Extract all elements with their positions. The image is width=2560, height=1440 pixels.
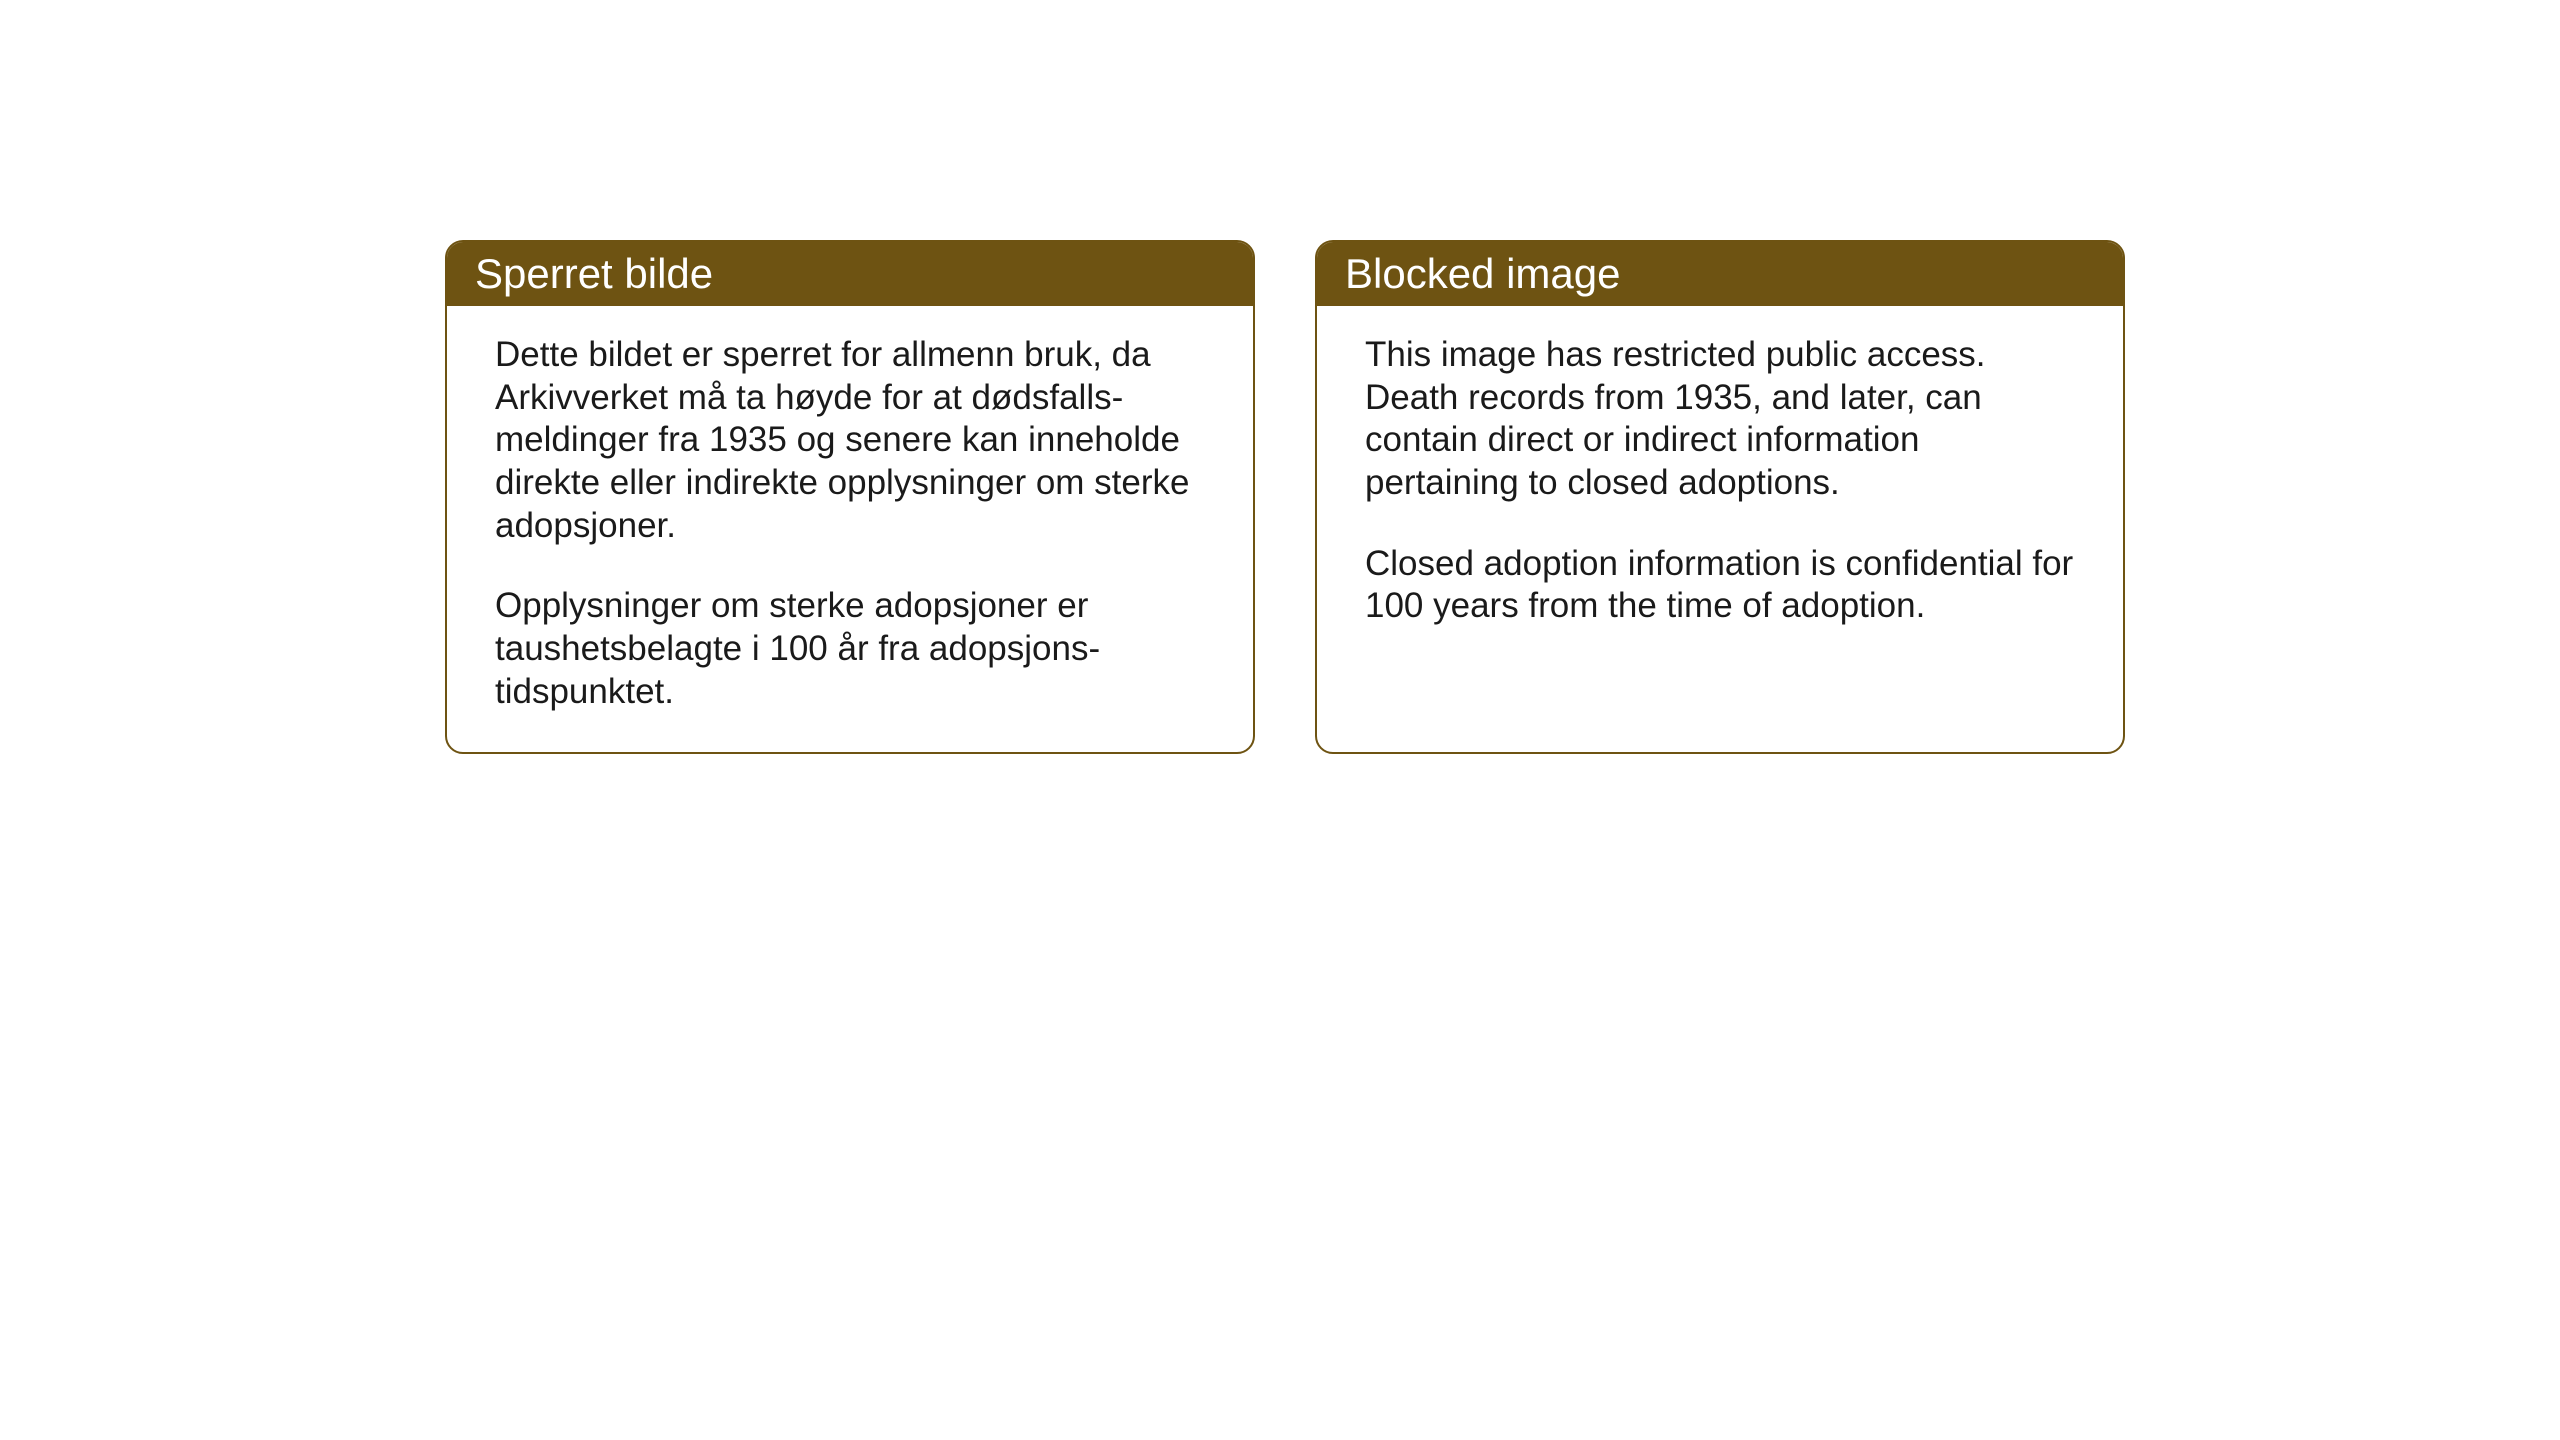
card-title: Sperret bilde bbox=[475, 250, 713, 297]
notice-cards-container: Sperret bilde Dette bildet er sperret fo… bbox=[445, 240, 2125, 754]
card-title: Blocked image bbox=[1345, 250, 1620, 297]
card-header: Sperret bilde bbox=[447, 242, 1253, 306]
card-paragraph: Closed adoption information is confident… bbox=[1365, 543, 2075, 628]
notice-card-norwegian: Sperret bilde Dette bildet er sperret fo… bbox=[445, 240, 1255, 754]
card-paragraph: Opplysninger om sterke adopsjoner er tau… bbox=[495, 585, 1205, 713]
notice-card-english: Blocked image This image has restricted … bbox=[1315, 240, 2125, 754]
card-paragraph: Dette bildet er sperret for allmenn bruk… bbox=[495, 334, 1205, 547]
card-paragraph: This image has restricted public access.… bbox=[1365, 334, 2075, 505]
card-body: This image has restricted public access.… bbox=[1317, 306, 2123, 666]
card-body: Dette bildet er sperret for allmenn bruk… bbox=[447, 306, 1253, 752]
card-header: Blocked image bbox=[1317, 242, 2123, 306]
